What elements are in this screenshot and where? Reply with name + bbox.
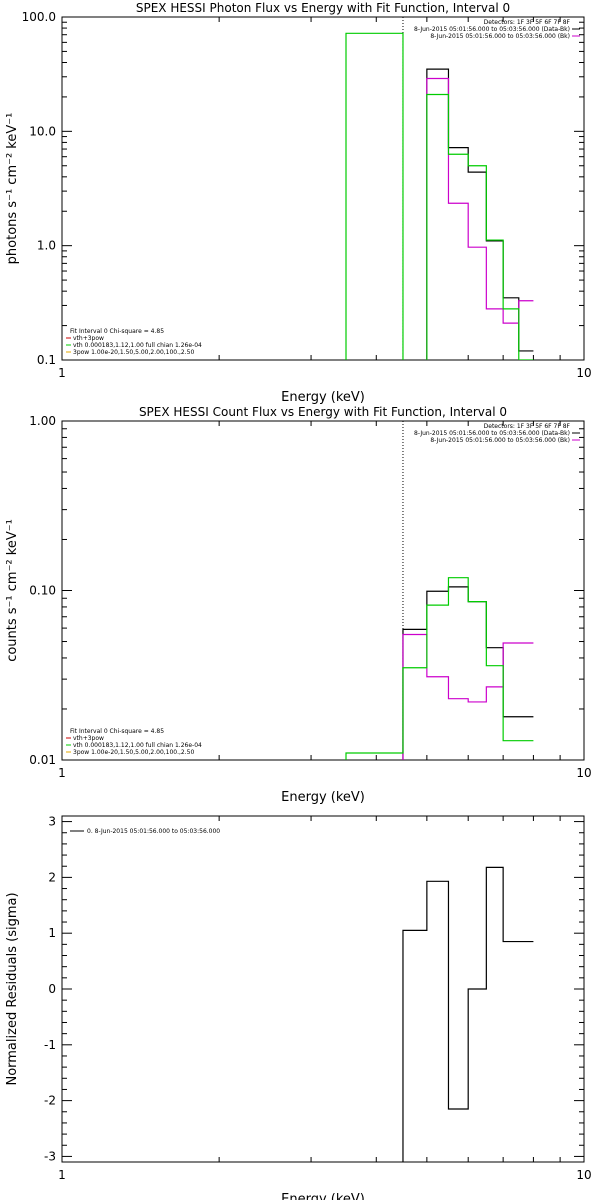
plot-frame: [61, 420, 585, 761]
y-tick-label: 1: [48, 926, 56, 940]
chart-title: SPEX HESSI Count Flux vs Energy with Fit…: [139, 405, 507, 419]
legend-entry: 8-Jun-2015 05:01:56.000 to 05:03:56.000 …: [414, 430, 570, 437]
y-tick-label: -3: [44, 1149, 56, 1163]
legend-entry: Detectors: 1F 3F 5F 6F 7F 8F: [484, 423, 571, 430]
x-tick-label: 1: [58, 366, 66, 380]
y-tick-label: 2: [48, 870, 56, 884]
legend-entry: 3pow 1.00e-20,1.50,5.00,2.00,100.,2.50: [73, 349, 194, 356]
series-group: [402, 866, 534, 1162]
x-axis-label: Energy (keV): [281, 790, 365, 805]
series-line-data-bk: [402, 586, 534, 760]
legend-entry: vth+3pow: [73, 735, 104, 742]
chart-title: SPEX HESSI Photon Flux vs Energy with Fi…: [136, 1, 510, 15]
panel-photon: SPEX HESSI Photon Flux vs Energy with Fi…: [5, 1, 592, 405]
x-tick-label: 1: [58, 1168, 66, 1182]
x-tick-label: 10: [576, 766, 591, 780]
plot-frame: [61, 815, 585, 1163]
y-tick-label: 100.0: [22, 10, 56, 24]
y-tick-label: 0.1: [37, 353, 56, 367]
y-tick-label: 0: [48, 982, 56, 996]
plot-frame: [61, 16, 585, 361]
legend-entry: Fit Interval 0 Chi-square = 4.85: [70, 328, 164, 335]
x-tick-label: 10: [576, 1168, 591, 1182]
legend-entry: vth+3pow: [73, 335, 104, 342]
series-line-fit: [345, 32, 534, 360]
legend-entry: Detectors: 1F 3F 5F 6F 7F 8F: [484, 19, 571, 26]
y-tick-label: 3: [48, 815, 56, 829]
series-line-fit: [345, 577, 534, 760]
legend-entry: vth 0.000183,1.12,1.00 full chian 1.26e-…: [73, 342, 202, 349]
panel-count: SPEX HESSI Count Flux vs Energy with Fit…: [5, 405, 592, 805]
x-tick-label: 1: [58, 766, 66, 780]
y-tick-label: 1.0: [37, 239, 56, 253]
y-tick-label: 1.00: [29, 414, 56, 428]
series-group: [345, 577, 534, 760]
y-axis-label: counts s⁻¹ cm⁻² keV⁻¹: [5, 519, 20, 662]
y-tick-label: -2: [44, 1094, 56, 1108]
x-axis-label: Energy (keV): [281, 1192, 365, 1200]
x-axis-label: Energy (keV): [281, 390, 365, 405]
legend-entry: 8-Jun-2015 05:01:56.000 to 05:03:56.000 …: [430, 437, 570, 444]
legend-entry: 0. 8-Jun-2015 05:01:56.000 to 05:03:56.0…: [87, 828, 220, 835]
series-line-data-bk: [426, 68, 534, 360]
y-tick-label: -1: [44, 1038, 56, 1052]
legend-entry: Fit Interval 0 Chi-square = 4.85: [70, 728, 164, 735]
legend-entry: 8-Jun-2015 05:01:56.000 to 05:03:56.000 …: [430, 33, 570, 40]
series-group: [345, 32, 534, 360]
y-tick-label: 10.0: [29, 124, 56, 138]
legend-entry: vth 0.000183,1.12,1.00 full chian 1.26e-…: [73, 742, 202, 749]
legend-entry: 8-Jun-2015 05:01:56.000 to 05:03:56.000 …: [414, 26, 570, 33]
series-line-residuals: [402, 866, 534, 1162]
y-tick-label: 0.01: [29, 753, 56, 767]
legend-entry: 3pow 1.00e-20,1.50,5.00,2.00,100.,2.50: [73, 749, 194, 756]
y-tick-label: 0.10: [29, 584, 56, 598]
y-axis-label: Normalized Residuals (sigma): [5, 892, 20, 1085]
series-line-bk: [426, 77, 534, 360]
y-axis-label: photons s⁻¹ cm⁻² keV⁻¹: [5, 113, 20, 265]
panel-resid: 1 10 -3 -2 -1 0 1 2 3 Energy (keV) Normalized Resi…: [5, 815, 592, 1200]
x-tick-label: 10: [576, 366, 591, 380]
